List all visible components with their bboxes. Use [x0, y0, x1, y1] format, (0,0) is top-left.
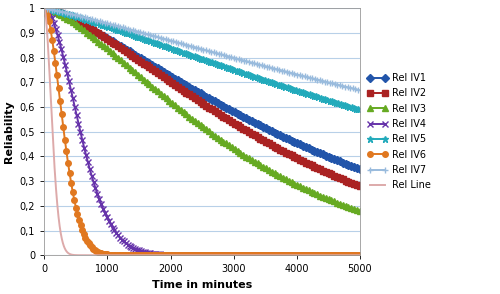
- Rel IV4: [186, 253, 192, 257]
- Line: Rel IV5: Rel IV5: [41, 5, 364, 113]
- Rel IV1: [186, 85, 192, 89]
- Line: Rel IV4: Rel IV4: [41, 5, 364, 259]
- Rel IV3: [42, 6, 48, 10]
- Rel IV1: [58, 12, 64, 15]
- Rel IV4: [348, 253, 354, 257]
- Rel IV3: [195, 121, 201, 125]
- Rel IV7: [290, 72, 296, 75]
- Rel IV3: [348, 206, 354, 209]
- Legend: Rel IV1, Rel IV2, Rel IV3, Rel IV4, Rel IV5, Rel IV6, Rel IV7, Rel Line: Rel IV1, Rel IV2, Rel IV3, Rel IV4, Rel …: [365, 71, 433, 192]
- Rel IV1: [357, 167, 363, 171]
- Rel IV3: [357, 209, 363, 213]
- Line: Rel IV3: Rel IV3: [42, 5, 363, 214]
- Rel IV4: [290, 253, 296, 257]
- Rel IV4: [348, 253, 354, 257]
- Rel Line: [348, 253, 354, 257]
- Rel IV5: [348, 105, 354, 109]
- Rel IV7: [58, 10, 64, 13]
- X-axis label: Time in minutes: Time in minutes: [152, 280, 252, 290]
- Line: Rel Line: Rel Line: [44, 8, 360, 255]
- Rel IV2: [58, 11, 64, 15]
- Rel IV7: [195, 46, 201, 50]
- Line: Rel IV6: Rel IV6: [42, 5, 363, 258]
- Rel IV6: [290, 253, 296, 257]
- Rel Line: [290, 253, 296, 257]
- Rel IV5: [290, 87, 296, 91]
- Rel IV3: [186, 115, 192, 118]
- Rel IV2: [186, 93, 192, 96]
- Rel IV5: [42, 6, 48, 10]
- Y-axis label: Reliability: Reliability: [4, 100, 14, 163]
- Rel IV4: [195, 253, 201, 257]
- Rel Line: [195, 253, 201, 257]
- Rel IV6: [348, 253, 354, 257]
- Rel IV7: [357, 88, 363, 92]
- Rel IV7: [348, 86, 354, 90]
- Rel IV1: [348, 164, 354, 168]
- Rel IV7: [348, 86, 354, 90]
- Rel IV3: [290, 181, 296, 185]
- Rel IV6: [42, 6, 48, 10]
- Rel IV4: [357, 253, 363, 257]
- Rel IV5: [186, 53, 192, 56]
- Rel Line: [58, 230, 64, 233]
- Rel IV3: [58, 13, 64, 16]
- Rel Line: [357, 253, 363, 257]
- Rel IV1: [348, 164, 354, 167]
- Rel IV6: [348, 253, 354, 257]
- Rel IV2: [42, 6, 48, 10]
- Rel IV2: [290, 154, 296, 158]
- Rel IV5: [357, 108, 363, 111]
- Rel IV6: [58, 102, 64, 106]
- Rel IV4: [58, 44, 64, 47]
- Rel Line: [186, 253, 192, 257]
- Rel IV5: [348, 105, 354, 109]
- Rel IV2: [348, 181, 354, 184]
- Line: Rel IV1: Rel IV1: [42, 5, 363, 172]
- Rel IV2: [195, 98, 201, 102]
- Rel Line: [348, 253, 354, 257]
- Rel IV2: [357, 185, 363, 188]
- Line: Rel IV2: Rel IV2: [42, 5, 363, 189]
- Rel IV6: [357, 253, 363, 257]
- Rel IV6: [195, 253, 201, 257]
- Rel IV1: [290, 139, 296, 143]
- Rel IV1: [195, 90, 201, 93]
- Rel IV2: [348, 181, 354, 184]
- Rel Line: [42, 6, 48, 10]
- Rel IV1: [42, 6, 48, 10]
- Rel IV4: [42, 6, 48, 10]
- Rel IV3: [348, 206, 354, 209]
- Rel IV7: [42, 6, 48, 10]
- Rel IV5: [58, 10, 64, 14]
- Rel IV6: [186, 253, 192, 257]
- Line: Rel IV7: Rel IV7: [41, 5, 364, 94]
- Rel IV7: [186, 44, 192, 48]
- Rel IV5: [195, 56, 201, 59]
